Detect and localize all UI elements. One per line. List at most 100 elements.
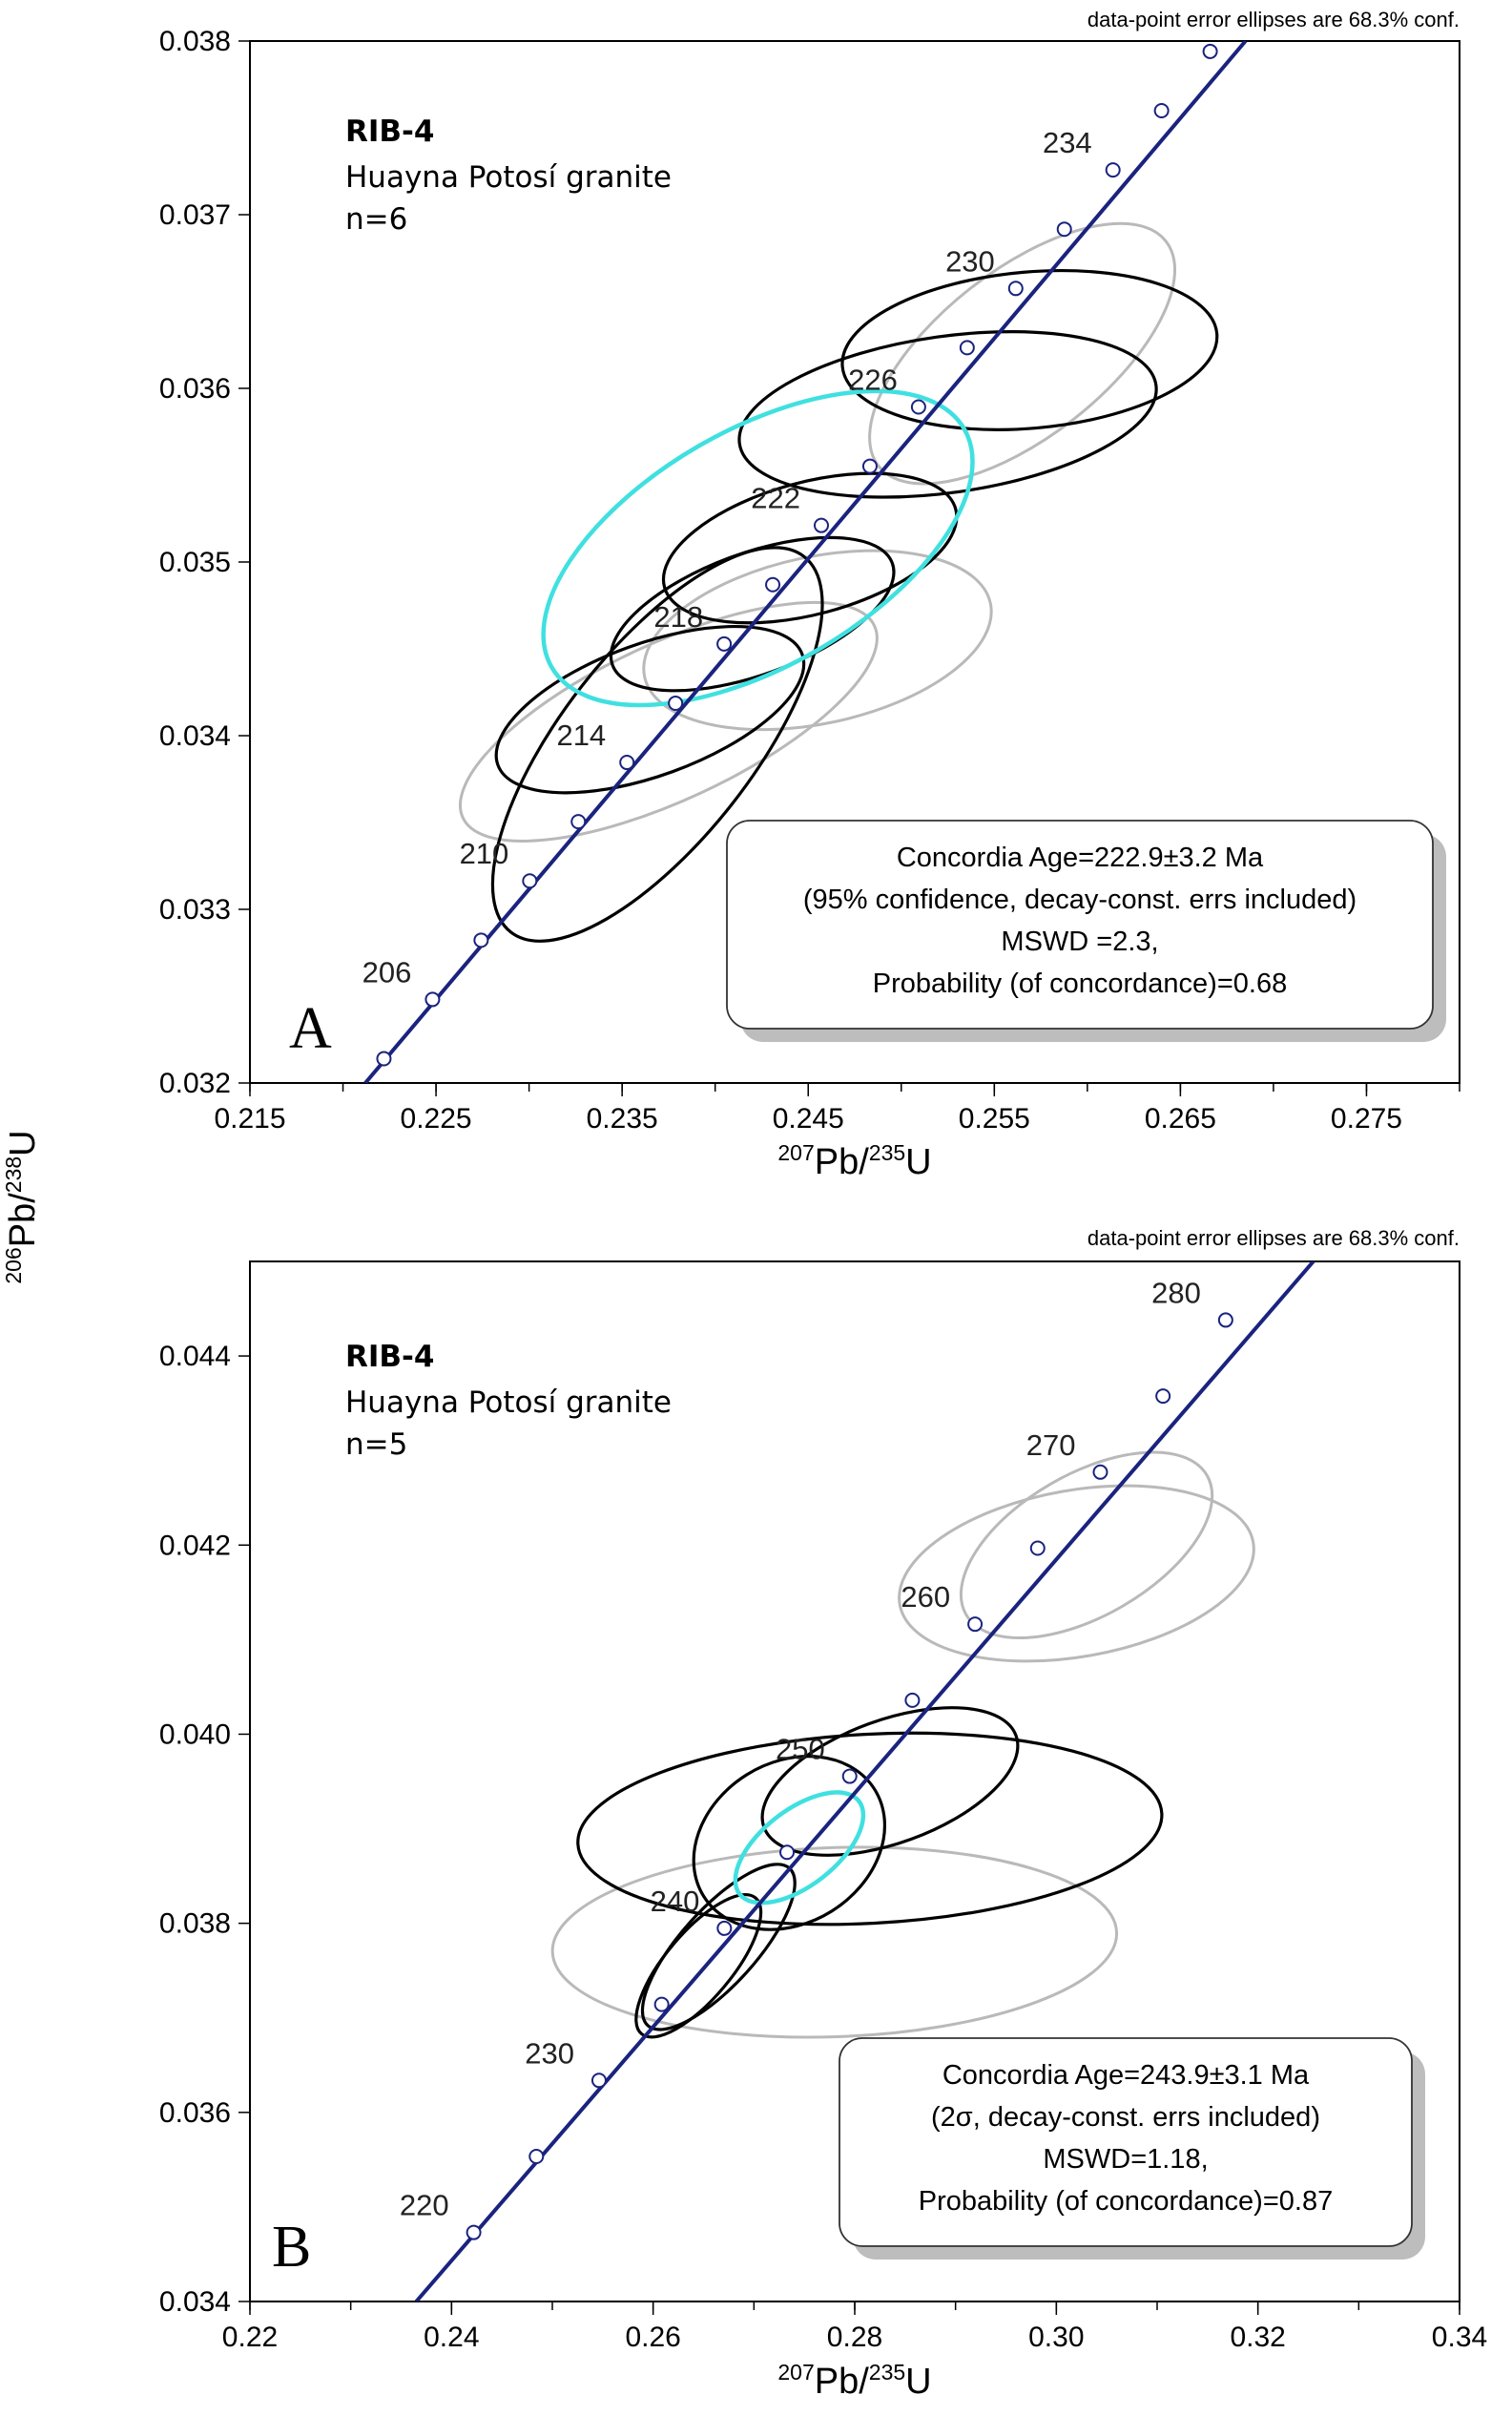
panel-a-age-marker [522,873,538,889]
panel-b-age-label: 240 [651,1885,700,1918]
panel-b-result-line: Probability (of concordance)=0.87 [919,2186,1333,2217]
panel-b-concordia-curve [414,1261,1315,2301]
panel-b-age-marker [1029,1540,1046,1556]
panel-a-x-tick-label: 0.245 [773,1103,844,1135]
panel-a-age-label: 226 [848,363,898,396]
panel-a-x-tick-label: 0.225 [401,1103,472,1135]
panel-b-y-tick-label: 0.036 [159,2097,231,2129]
panel-a-age-label: 234 [1043,126,1092,159]
panel-a-age-marker [910,399,926,415]
panel-a-y-tick-label: 0.035 [159,547,231,578]
panel-a-age-marker [716,635,733,652]
panel-a-sample-count: n=6 [345,202,407,237]
panel-a-age-marker [473,932,489,948]
panel-a-age-label: 206 [362,955,412,989]
panel-b-error-ellipse-grey [550,1845,1119,2039]
panel-a-panel-letter: A [289,996,332,1061]
panel-b-plot-area: 220 230 240 250 260 270 280 [400,1261,1315,2301]
panel-b-y-tick-label: 0.044 [159,1341,231,1372]
panel-b-y-tick-label: 0.034 [159,2286,231,2318]
y-axis-label-sup2: 238 [1,1156,26,1193]
panel-a-y-tick-label: 0.037 [159,199,231,231]
panel-a-age-label: 222 [751,482,800,515]
panel-b-age-marker [1155,1388,1171,1405]
panel-a-y-tick-label: 0.034 [159,720,231,752]
panel-b-concordia-age-ellipse [733,1790,866,1906]
panel-b-age-label: 280 [1151,1276,1201,1309]
panel-a-x-axis-label-sup: 207 [777,1140,814,1165]
panel-b-age-marker [590,2072,607,2089]
panel-b-x-tick-label: 0.30 [1028,2322,1084,2353]
panel-a-x-tick-label: 0.265 [1145,1103,1216,1135]
panel-a-result-box [726,820,1434,1030]
panel-a-x-axis-label-base: Pb/ [815,1142,869,1182]
panel-b-error-ellipse-grey [959,1450,1214,1640]
panel-a-error-ellipse-grey [642,549,993,732]
panel-a-age-marker [1202,43,1218,59]
panel-b-x-axis-label-sup: 207 [777,2360,814,2385]
panel-b-x-axis-label: 207Pb/235U [777,2360,931,2402]
panel-b-result-line: (2σ, decay-const. errs included) [931,2102,1320,2133]
panel-a-chart: 0.215 0.225 0.235 0.245 0.255 0.265 0.275 0.032… [159,8,1460,1182]
panel-a-age-marker [1007,281,1024,297]
panel-b-sample-name: RIB-4 [345,1340,434,1374]
panel-b-age-label: 230 [525,2036,574,2070]
panel-a-age-marker [570,814,587,830]
panel-b-age-label: 250 [776,1733,825,1766]
panel-a-age-marker [425,991,441,1008]
panel-a-y-tick-label: 0.036 [159,373,231,405]
panel-a-age-label: 230 [945,244,995,278]
panel-b-age-marker [466,2224,482,2240]
panel-b-x-tick-label: 0.24 [424,2322,479,2353]
panel-a-age-label: 214 [556,719,606,752]
panel-a-age-marker [1056,221,1072,238]
panel-a-age-label: 210 [460,837,509,870]
panel-b-error-ellipse-grey [898,1484,1255,1663]
panel-b-x-axis-label-sup: 235 [869,2360,905,2385]
panel-b-result-box [839,2037,1413,2247]
panel-b-chart: 0.22 0.24 0.26 0.28 0.30 0.32 0.34 0.034 0.036 0.… [159,1226,1487,2402]
panel-b-y-tick-label: 0.040 [159,1718,231,1750]
panel-a-concordia-curve [363,41,1248,1083]
panel-a-age-marker [1105,162,1121,178]
panel-a-x-tick-label: 0.255 [959,1103,1030,1135]
panel-a-age-marker [376,1051,392,1067]
panel-a-x-tick-label: 0.235 [587,1103,658,1135]
panel-b-ellipse-note: data-point error ellipses are 68.3% conf… [1087,1226,1460,1250]
panel-a-error-ellipse-black [490,546,824,943]
panel-b-y-tick-label: 0.042 [159,1530,231,1561]
panel-b-error-ellipse-black [634,1892,763,2039]
panel-b-age-marker [779,1844,796,1861]
y-axis-label-sup1: 206 [1,1247,26,1283]
panel-b-error-ellipse-black [576,1731,1164,1927]
panel-b-x-tick-label: 0.28 [827,2322,882,2353]
panel-a-age-marker [861,458,878,474]
panel-a-x-tick-label: 0.275 [1331,1103,1402,1135]
panel-b-age-marker [528,2148,545,2164]
panel-a-result-line: (95% confidence, decay-const. errs inclu… [803,885,1357,915]
panel-b-x-axis-label-base: U [905,2362,931,2402]
panel-b-age-label: 270 [1026,1428,1076,1462]
panel-b-age-marker [1217,1312,1233,1328]
panel-a-age-marker [619,755,635,771]
panel-b-age-marker [716,1920,733,1936]
panel-a-error-ellipse-grey [458,600,879,843]
panel-b-x-tick-label: 0.26 [625,2322,680,2353]
panel-a-x-axis-label: 207Pb/235U [777,1140,931,1182]
panel-a-y-tick-label: 0.033 [159,894,231,926]
panel-a-age-marker [814,517,830,533]
panel-a-x-axis-label-base: U [905,1142,931,1182]
panel-b-panel-letter: B [272,2215,311,2280]
panel-a-y-tick-label: 0.032 [159,1068,231,1099]
panel-a-ellipse-note: data-point error ellipses are 68.3% conf… [1087,8,1460,31]
y-axis-label: 206Pb/238U [1,1130,43,1283]
panel-a-concordia-age-ellipse [541,388,975,708]
panel-a-error-ellipse-black [737,329,1158,499]
panel-b-x-axis-label-base: Pb/ [815,2362,869,2402]
panel-b-age-label: 260 [901,1580,950,1614]
panel-a-error-ellipse-black [840,268,1219,431]
panel-a-x-tick-label: 0.215 [214,1103,285,1135]
panel-a-x-axis-label-sup: 235 [869,1140,905,1165]
panel-a-result-line: Probability (of concordance)=0.68 [873,968,1287,999]
